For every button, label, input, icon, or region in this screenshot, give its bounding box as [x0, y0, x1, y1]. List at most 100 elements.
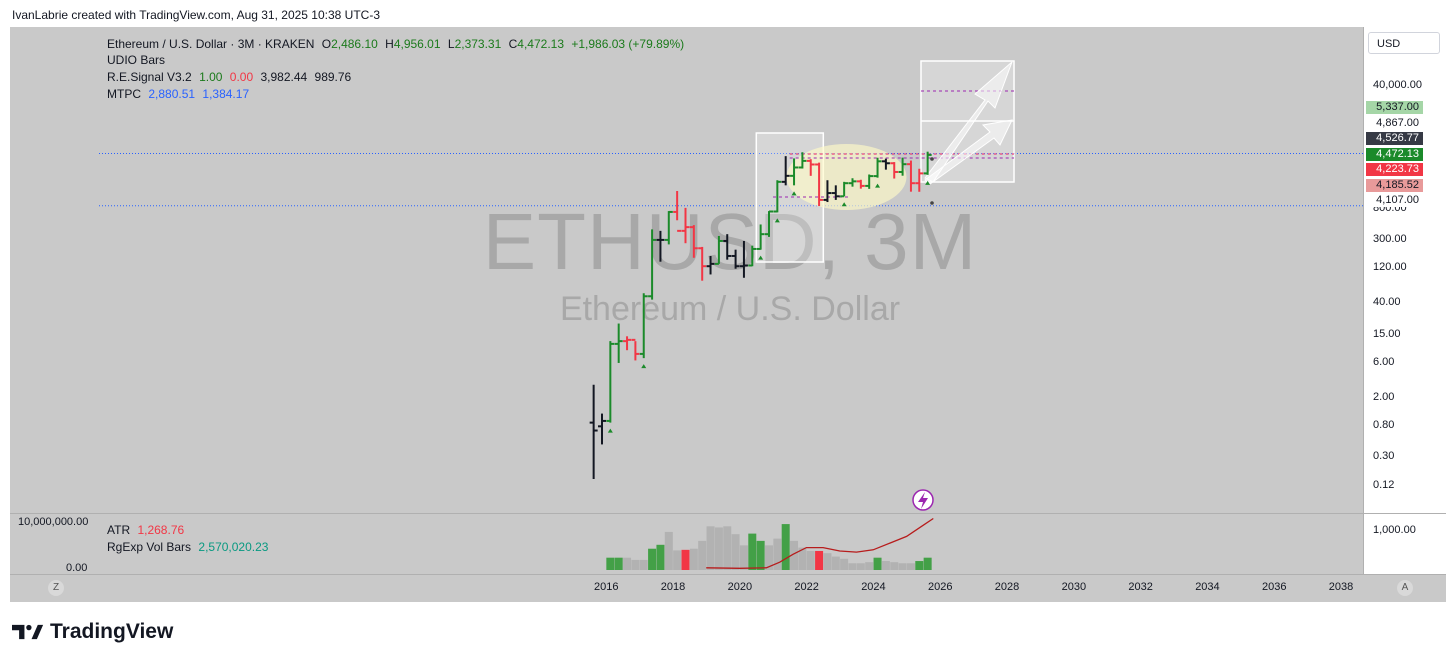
price-tag[interactable]: 4,867.00	[1366, 117, 1423, 130]
ohlc-bar[interactable]	[748, 245, 757, 267]
ohlc-bar[interactable]	[639, 293, 648, 359]
ohlc-bar[interactable]	[790, 158, 799, 186]
ohlc-bar[interactable]	[840, 181, 849, 198]
volume-bar[interactable]	[698, 540, 707, 570]
ohlc-bar[interactable]	[731, 249, 740, 269]
ohlc-bar[interactable]	[815, 162, 824, 207]
volume-bar[interactable]	[689, 548, 698, 570]
atr-line[interactable]	[706, 517, 934, 569]
ohlc-bar[interactable]	[614, 323, 623, 363]
ohlc-bar[interactable]	[597, 413, 606, 445]
volume-bar[interactable]	[890, 562, 899, 570]
ohlc-bar[interactable]	[589, 384, 598, 479]
ohlc-bar[interactable]	[756, 224, 765, 250]
volume-bar[interactable]	[923, 557, 932, 570]
ohlc-bar[interactable]	[848, 178, 857, 187]
tradingview-logo[interactable]: TradingView	[12, 620, 173, 644]
ohlc-bar[interactable]	[681, 207, 690, 244]
ohlc-bar[interactable]	[923, 151, 932, 175]
legend-mtpc-name[interactable]: MTPC	[107, 87, 141, 101]
ohlc-bar[interactable]	[873, 157, 882, 178]
pane-separator[interactable]	[10, 513, 1446, 514]
ohlc-bar[interactable]	[664, 210, 673, 245]
volume-bar[interactable]	[790, 540, 799, 570]
legend-re-name[interactable]: R.E.Signal V3.2	[107, 70, 192, 84]
ohlc-bar[interactable]	[623, 336, 632, 351]
volume-bar[interactable]	[756, 540, 765, 570]
volume-bar[interactable]	[631, 559, 640, 570]
volume-bar[interactable]	[673, 550, 682, 570]
legend-udio[interactable]: UDIO Bars	[107, 53, 166, 67]
volume-bar[interactable]	[639, 559, 648, 570]
zoom-left-button[interactable]: Z	[48, 580, 64, 596]
legend-symbol-row[interactable]: Ethereum / U.S. Dollar · 3M · KRAKEN O2,…	[107, 37, 688, 51]
ohlc-bar[interactable]	[865, 174, 874, 189]
price-tag[interactable]: 4,472.13	[1366, 148, 1423, 161]
ohlc-bar[interactable]	[606, 341, 615, 423]
ohlc-bar[interactable]	[781, 156, 790, 186]
ohlc-bar[interactable]	[881, 158, 890, 170]
ohlc-bar[interactable]	[831, 185, 840, 200]
ohlc-bar[interactable]	[714, 235, 723, 265]
volume-bar[interactable]	[706, 526, 715, 570]
price-tag[interactable]: 4,223.73	[1366, 163, 1423, 176]
legend-atr-row[interactable]: ATR 1,268.76	[107, 523, 188, 537]
ohlc-bar[interactable]	[898, 157, 907, 176]
volume-bar[interactable]	[840, 558, 849, 570]
price-tag[interactable]: 4,526.77	[1366, 132, 1423, 145]
ohlc-bar[interactable]	[806, 159, 815, 176]
time-axis[interactable]	[10, 574, 1446, 602]
plot-area[interactable]	[99, 27, 1363, 574]
volume-bar[interactable]	[881, 561, 890, 570]
ohlc-bar[interactable]	[764, 210, 773, 237]
ohlc-bar[interactable]	[915, 168, 924, 192]
ohlc-bar[interactable]	[906, 160, 915, 192]
volume-bar[interactable]	[815, 550, 824, 570]
volume-bar[interactable]	[606, 557, 615, 570]
ohlc-bar[interactable]	[723, 234, 732, 260]
ohlc-bar[interactable]	[773, 180, 782, 213]
volume-bar[interactable]	[906, 563, 915, 570]
volume-bar[interactable]	[681, 549, 690, 570]
volume-bar[interactable]	[848, 563, 857, 570]
volume-bar[interactable]	[748, 533, 757, 570]
legend-atr-name[interactable]: ATR	[107, 523, 131, 537]
volume-bar[interactable]	[898, 563, 907, 570]
ohlc-bar[interactable]	[823, 180, 832, 203]
volume-bar[interactable]	[623, 557, 632, 570]
volume-bar[interactable]	[823, 553, 832, 570]
legend-udio-row[interactable]: UDIO Bars	[107, 53, 169, 67]
legend-vol-row[interactable]: RgExp Vol Bars 2,570,020.23	[107, 540, 272, 554]
ohlc-bar[interactable]	[673, 191, 682, 232]
volume-bar[interactable]	[873, 557, 882, 570]
ohlc-bar[interactable]	[689, 225, 698, 258]
legend-re-row[interactable]: R.E.Signal V3.2 1.00 0.00 3,982.44 989.7…	[107, 70, 355, 84]
volume-bar[interactable]	[664, 531, 673, 570]
volume-bar[interactable]	[915, 561, 924, 570]
volume-bar[interactable]	[856, 563, 865, 570]
ohlc-bar[interactable]	[631, 338, 640, 361]
ohlc-bar[interactable]	[706, 255, 715, 275]
volume-bar[interactable]	[831, 556, 840, 570]
volume-bar[interactable]	[648, 548, 657, 570]
ohlc-bar[interactable]	[856, 179, 865, 189]
projection-arrow-lower[interactable]	[924, 119, 1013, 185]
currency-button[interactable]: USD	[1368, 32, 1440, 54]
volume-bar[interactable]	[731, 534, 740, 570]
volume-bar[interactable]	[614, 557, 623, 570]
cup-highlight[interactable]	[786, 144, 907, 210]
volume-bar[interactable]	[739, 545, 748, 570]
volume-bar[interactable]	[806, 550, 815, 570]
price-tag[interactable]: 5,337.00	[1366, 101, 1423, 114]
ohlc-bar[interactable]	[698, 246, 707, 281]
legend-vol-name[interactable]: RgExp Vol Bars	[107, 540, 192, 554]
ohlc-bar[interactable]	[798, 152, 807, 169]
volume-bar[interactable]	[714, 527, 723, 570]
volume-bar[interactable]	[865, 562, 874, 570]
zoom-right-button[interactable]: A	[1397, 580, 1413, 596]
ohlc-bar[interactable]	[648, 229, 657, 300]
volume-bar[interactable]	[656, 544, 665, 570]
ohlc-bar[interactable]	[739, 240, 748, 278]
price-tag[interactable]: 4,185.52	[1366, 179, 1423, 192]
volume-bar[interactable]	[798, 547, 807, 570]
